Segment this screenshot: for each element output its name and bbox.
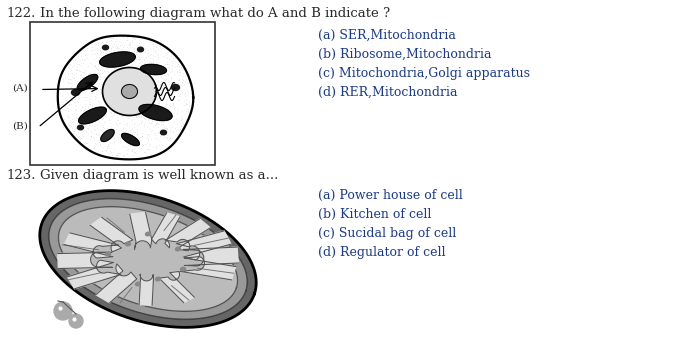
Text: In the following diagram what do A and B indicate ?: In the following diagram what do A and B… — [40, 7, 390, 20]
Polygon shape — [151, 213, 180, 248]
Circle shape — [54, 302, 72, 320]
Polygon shape — [177, 231, 231, 260]
Ellipse shape — [175, 247, 181, 251]
Polygon shape — [139, 104, 172, 121]
Text: (a) Power house of cell: (a) Power house of cell — [318, 189, 463, 202]
Polygon shape — [139, 274, 154, 305]
Polygon shape — [183, 247, 238, 266]
Ellipse shape — [71, 90, 80, 95]
Text: Given diagram is well known as a...: Given diagram is well known as a... — [40, 169, 279, 182]
Polygon shape — [40, 191, 256, 327]
Text: 122.: 122. — [6, 7, 36, 20]
Polygon shape — [96, 264, 137, 303]
Text: (c) Mitochondria,Golgi apparatus: (c) Mitochondria,Golgi apparatus — [318, 67, 530, 80]
Polygon shape — [64, 233, 119, 258]
Polygon shape — [59, 207, 237, 311]
Text: 123.: 123. — [6, 169, 36, 182]
Polygon shape — [165, 219, 210, 251]
Ellipse shape — [172, 85, 179, 91]
Ellipse shape — [103, 45, 108, 50]
Ellipse shape — [181, 267, 186, 271]
Bar — [30, 22, 215, 165]
Polygon shape — [140, 64, 166, 74]
Polygon shape — [77, 74, 98, 91]
Ellipse shape — [126, 242, 131, 246]
Polygon shape — [100, 52, 135, 67]
Polygon shape — [101, 129, 114, 142]
Polygon shape — [130, 212, 151, 250]
Ellipse shape — [161, 130, 167, 135]
Text: (b) Kitchen of cell: (b) Kitchen of cell — [318, 208, 431, 221]
Ellipse shape — [156, 277, 161, 281]
Text: (d) Regulator of cell: (d) Regulator of cell — [318, 246, 445, 259]
Polygon shape — [121, 85, 138, 98]
Ellipse shape — [105, 252, 110, 256]
Polygon shape — [121, 133, 140, 146]
Ellipse shape — [138, 47, 144, 52]
Text: (a) SER,Mitochondria: (a) SER,Mitochondria — [318, 29, 456, 42]
Polygon shape — [90, 217, 133, 252]
Polygon shape — [180, 256, 236, 280]
Text: (c) Sucidal bag of cell: (c) Sucidal bag of cell — [318, 227, 456, 240]
Circle shape — [69, 314, 83, 328]
Text: (A): (A) — [13, 84, 28, 93]
Ellipse shape — [135, 282, 140, 286]
Text: (B): (B) — [12, 122, 28, 131]
Text: (b) Ribosome,Mitochondria: (b) Ribosome,Mitochondria — [318, 48, 491, 61]
Polygon shape — [159, 272, 194, 303]
Polygon shape — [49, 198, 247, 319]
Ellipse shape — [145, 232, 151, 236]
Ellipse shape — [77, 125, 84, 130]
Polygon shape — [103, 67, 156, 116]
Polygon shape — [79, 107, 106, 124]
Text: (d) RER,Mitochondria: (d) RER,Mitochondria — [318, 86, 457, 99]
Polygon shape — [68, 260, 121, 289]
Polygon shape — [58, 252, 112, 269]
